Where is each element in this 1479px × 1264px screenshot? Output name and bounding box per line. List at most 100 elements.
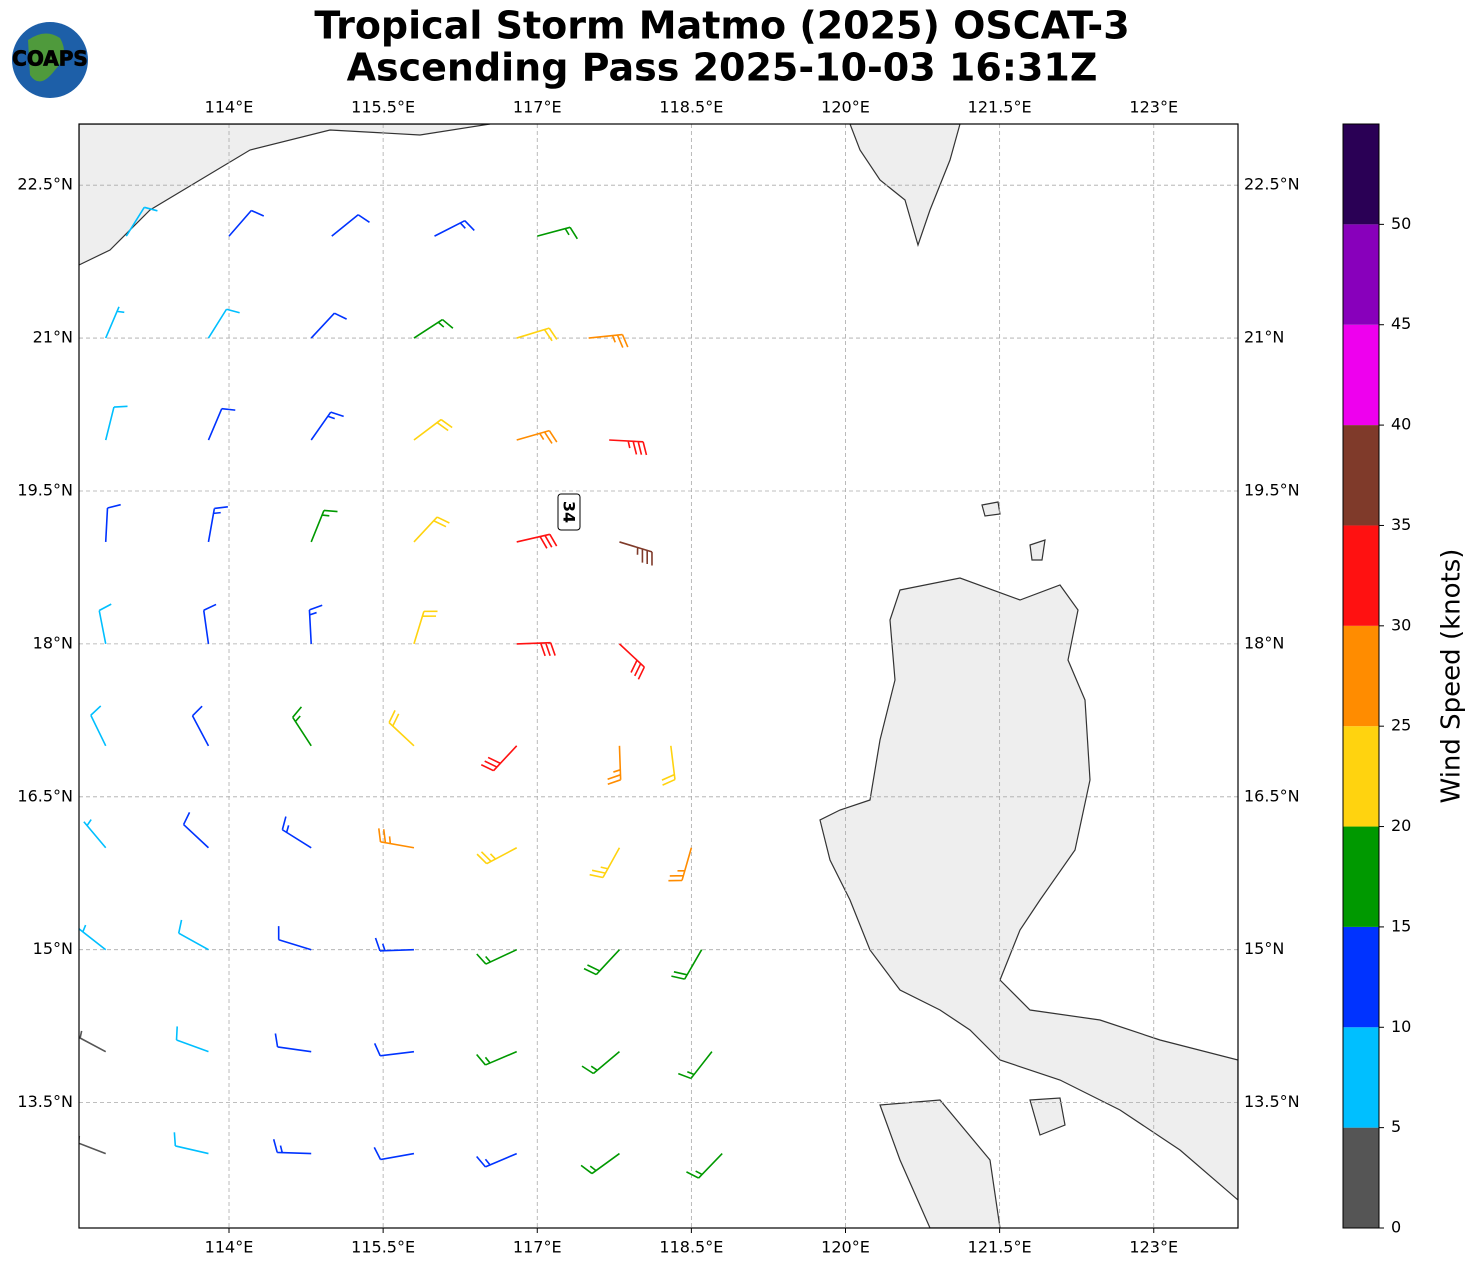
wind-barb <box>661 745 676 786</box>
colorbar-segment <box>1343 726 1379 827</box>
colorbar-tick-label: 50 <box>1391 214 1411 233</box>
wind-barb <box>373 1147 415 1161</box>
colorbar-tick-label: 30 <box>1391 615 1411 634</box>
wind-barb <box>516 327 558 342</box>
colorbar-tick-label: 0 <box>1391 1218 1401 1237</box>
colorbar-segment <box>1343 224 1379 325</box>
y-tick-label-right: 19.5°N <box>1244 480 1300 499</box>
wind-barb <box>588 333 629 348</box>
wind-barb <box>281 816 312 849</box>
y-tick-label-right: 21°N <box>1244 328 1284 347</box>
x-tick-label-top: 115.5°E <box>351 98 415 117</box>
colorbar-segment <box>1343 1127 1379 1228</box>
wind-barb <box>83 819 107 849</box>
wind-barb <box>678 1051 713 1080</box>
wind-barb <box>277 926 312 951</box>
wind-barb <box>272 1139 312 1155</box>
y-tick-label: 13.5°N <box>17 1092 73 1111</box>
wind-barb <box>207 505 228 543</box>
wind-barb <box>228 209 265 237</box>
wind-barb <box>476 1050 518 1066</box>
land-mindoro <box>879 1099 1001 1228</box>
wind-barb <box>476 847 518 865</box>
wind-barb <box>202 603 217 645</box>
colorbar-segment <box>1343 826 1379 927</box>
wind-barb <box>374 937 414 952</box>
x-tick-label: 118.5°E <box>659 1238 723 1257</box>
wind-barb <box>310 509 338 543</box>
wind-barb <box>583 949 621 976</box>
wind-barb <box>619 541 653 566</box>
wind-barb <box>310 411 344 441</box>
wind-barb <box>388 710 415 747</box>
x-tick-label-top: 118.5°E <box>659 98 723 117</box>
wind-barb <box>589 847 621 879</box>
y-tick-label-right: 18°N <box>1244 633 1284 652</box>
colorbar-tick-label: 5 <box>1391 1117 1401 1136</box>
wind-barb <box>125 206 158 237</box>
x-tick-label-top: 117°E <box>513 98 562 117</box>
x-tick-label-top: 121.5°E <box>968 98 1032 117</box>
wind-barb <box>516 429 558 444</box>
colorbar-segment <box>1343 425 1379 526</box>
wind-barb <box>671 949 703 980</box>
land-island <box>981 501 1001 517</box>
wind-barb <box>331 214 370 237</box>
wind-barb <box>607 745 622 786</box>
colorbar-tick-label: 40 <box>1391 415 1411 434</box>
y-tick-label: 22.5°N <box>17 175 73 194</box>
colorbar-segment <box>1343 926 1379 1028</box>
land-taiwan <box>849 124 961 247</box>
colorbar-segment <box>1343 324 1379 426</box>
y-tick-label-right: 16.5°N <box>1244 786 1300 805</box>
wind-barb <box>292 706 312 747</box>
colorbar-label: Wind Speed (knots) <box>1437 549 1467 804</box>
x-tick-label: 114°E <box>205 1238 254 1257</box>
x-tick-label-top: 123°E <box>1129 98 1178 117</box>
wind-barb <box>686 1153 723 1179</box>
x-tick-label-top: 114°E <box>205 98 254 117</box>
wind-barb <box>104 306 125 339</box>
y-tick-label: 21°N <box>33 328 73 347</box>
colorbar-tick-label: 15 <box>1391 916 1411 935</box>
y-tick-label: 19.5°N <box>17 480 73 499</box>
colorbar-tick-label: 35 <box>1391 515 1411 534</box>
colorbar-segment <box>1343 1027 1379 1128</box>
wind-barb <box>618 643 646 680</box>
colorbar-tick-label: 45 <box>1391 314 1411 333</box>
wind-barb <box>580 1152 620 1175</box>
wind-barb <box>516 641 556 657</box>
wind-barb <box>177 919 209 951</box>
colorbar-segment <box>1343 625 1379 727</box>
colorbar-frame <box>1342 123 1380 1229</box>
storm-label-text: 34 <box>560 501 579 523</box>
wind-barb <box>537 226 579 240</box>
barbs <box>79 206 723 1179</box>
x-tick-label: 117°E <box>513 1238 562 1257</box>
wind-barb <box>182 811 210 849</box>
land-island <box>1029 1097 1066 1136</box>
storm-label: 34 <box>557 493 581 531</box>
wind-barb <box>191 705 210 747</box>
plot-frame <box>78 123 1239 1229</box>
land-china <box>79 124 491 266</box>
wind-barb <box>413 516 450 543</box>
storm-label-box <box>557 493 581 531</box>
colorbar-tick-label: 10 <box>1391 1017 1411 1036</box>
wind-barb <box>310 312 347 339</box>
land-island <box>1029 539 1046 561</box>
grid: 114°E 114°E 115.5°E 115.5°E 117°E 117°E 118.5°… <box>17 98 1299 1257</box>
wind-barb <box>476 948 518 965</box>
wind-barb <box>90 705 107 747</box>
wind-barb <box>104 405 128 441</box>
chart-subtitle: Ascending Pass 2025-10-03 16:31Z <box>347 46 1098 90</box>
y-tick-label-right: 22.5°N <box>1244 175 1300 194</box>
x-tick-label: 115.5°E <box>351 1238 415 1257</box>
wind-barb <box>378 828 415 849</box>
logo-land <box>28 33 64 82</box>
colorbar-tick-label: 25 <box>1391 716 1411 735</box>
wind-barb <box>175 1026 209 1053</box>
y-tick-label: 18°N <box>33 633 73 652</box>
y-tick-label: 15°N <box>33 939 73 958</box>
colorbar: 0 5 10 15 20 25 30 35 40 45 50 <box>1342 123 1411 1237</box>
